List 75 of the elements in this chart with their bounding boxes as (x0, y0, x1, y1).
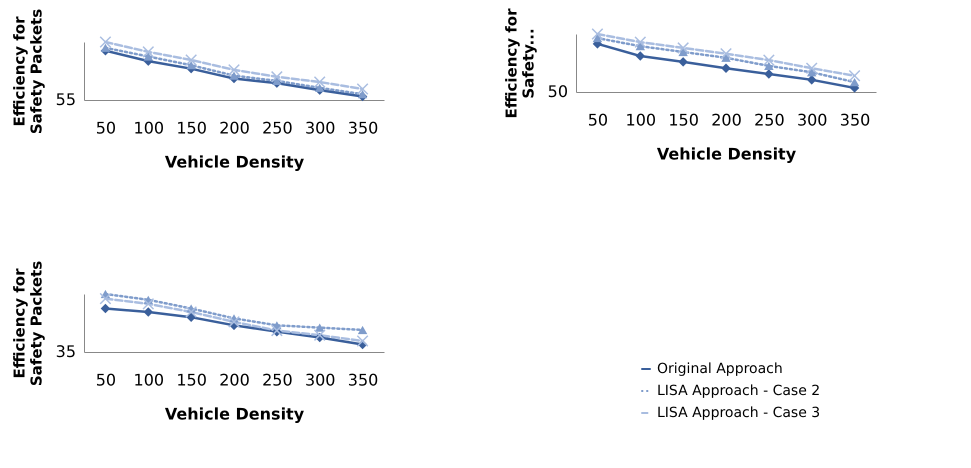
point (100, 44, 110, 52)
legend-label: Original Approach (657, 361, 783, 377)
point (228, 64, 240, 76)
text: 55 (56, 90, 76, 109)
point (142, 298, 154, 310)
point (678, 57, 688, 67)
x-tick-label: 300 (304, 370, 336, 390)
x-tick-label: 350 (348, 118, 378, 138)
point (185, 54, 198, 66)
point (100, 304, 110, 314)
y-axis-title: Efficiency for Safety Packets (10, 8, 46, 134)
point (228, 316, 240, 328)
point (762, 54, 775, 66)
point (358, 90, 368, 98)
point (356, 334, 369, 347)
point (850, 78, 860, 86)
text: 50 (548, 82, 568, 101)
point (636, 42, 646, 50)
point (314, 76, 326, 88)
legend-label: LISA Approach - Case 2 (657, 383, 820, 399)
point (591, 28, 604, 40)
point (185, 306, 198, 318)
x-tick-label: 150 (668, 110, 699, 130)
point (636, 51, 646, 61)
x-axis-title: Vehicle Density (164, 152, 305, 172)
x-tick-label: 50 (96, 118, 116, 138)
point (721, 63, 731, 73)
point (229, 72, 239, 80)
x-tick-label: 250 (754, 110, 785, 130)
point (592, 34, 602, 42)
point (848, 70, 861, 82)
point (356, 82, 369, 95)
x-tick-label: 100 (626, 110, 656, 130)
y-axis-title: Efficiency for Safety Packets (10, 260, 46, 386)
x-tick-label: 350 (348, 370, 378, 390)
point (678, 48, 688, 56)
point (144, 307, 154, 317)
x-tick-label: 250 (262, 118, 293, 138)
x-tick-label: 100 (134, 370, 164, 390)
x-axis-title: Vehicle Density (656, 144, 797, 164)
point (677, 42, 690, 54)
x-tick-label: 150 (176, 118, 207, 138)
point (314, 84, 324, 92)
point (720, 48, 732, 60)
point (764, 69, 774, 79)
x-tick-label: 50 (96, 370, 116, 390)
point (99, 292, 112, 305)
x-tick-label: 200 (711, 110, 742, 130)
x-tick-label: 350 (840, 110, 870, 130)
point (314, 329, 326, 342)
point (806, 68, 816, 76)
point (358, 326, 368, 334)
y-axis-title: Efficiency for Safety... (502, 8, 538, 118)
point (764, 62, 774, 70)
point (634, 36, 646, 48)
point (99, 36, 112, 48)
x-tick-label: 100 (134, 118, 164, 138)
x-axis-title: Vehicle Density (164, 404, 305, 424)
x-tick-label: 150 (176, 370, 207, 390)
x-tick-label: 200 (219, 118, 250, 138)
point (806, 62, 818, 74)
x-tick-label: 250 (262, 370, 293, 390)
x-tick-label: 200 (219, 370, 250, 390)
x-tick-label: 300 (796, 110, 828, 130)
point (272, 76, 282, 85)
point (806, 75, 816, 85)
x-tick-label: 50 (588, 110, 608, 130)
x-tick-label: 300 (304, 118, 336, 138)
point (721, 54, 731, 62)
legend-label: LISA Approach - Case 3 (657, 405, 820, 421)
point (186, 61, 196, 70)
point (270, 70, 283, 83)
point (144, 52, 154, 61)
point (142, 46, 154, 58)
text: 35 (56, 342, 76, 361)
